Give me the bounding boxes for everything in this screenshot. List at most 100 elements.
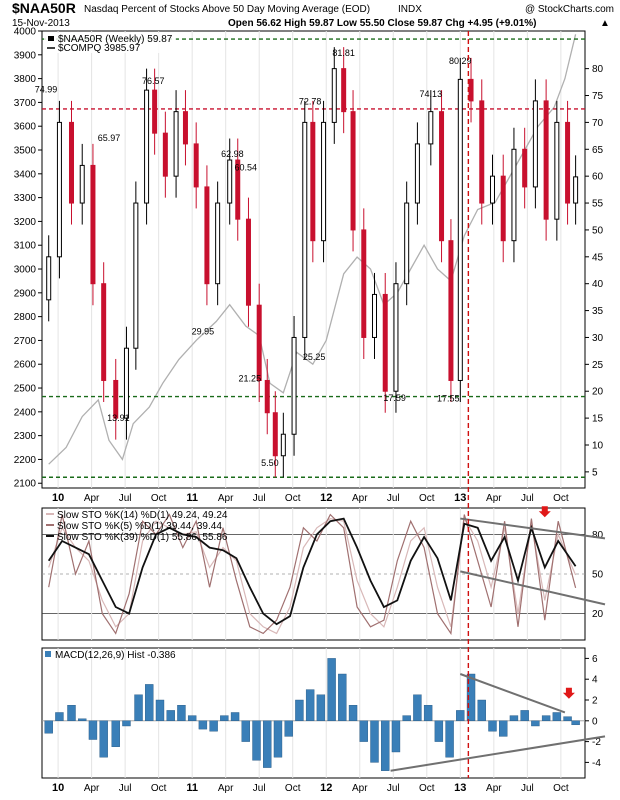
- macd-bar: [509, 715, 519, 721]
- price-panel-frame: [41, 30, 586, 489]
- macd-bar: [122, 720, 131, 727]
- value-annotation: 62.98: [221, 149, 244, 159]
- candle-body: [245, 218, 251, 306]
- candle-body: [193, 143, 199, 188]
- value-annotation: 72.78: [299, 96, 322, 106]
- macd-bar: [187, 715, 197, 721]
- x-axis-label: Apr: [84, 493, 100, 504]
- left-axis-label: 3500: [14, 146, 37, 157]
- left-axis-label: 2400: [14, 407, 37, 418]
- price-panel: 5 10 15 20 25 30 35 40 45 50 55 60 65 70 75 80 2100 2200 2…: [14, 27, 604, 490]
- stochastic-axis-label: 50: [592, 570, 604, 581]
- macd-bar: [423, 705, 433, 722]
- left-axis-label: 3700: [14, 98, 37, 109]
- x-axis-label: Oct: [285, 493, 301, 504]
- macd-axis-label: 6: [592, 654, 598, 665]
- x-axis-label: Apr: [486, 493, 502, 504]
- legend-entry-compq: $COMPQ 3985.97: [58, 43, 141, 54]
- macd-bar: [552, 712, 562, 721]
- macd-bar: [155, 699, 165, 721]
- candle-body: [133, 202, 139, 349]
- macd-bar: [111, 720, 120, 747]
- candle-body: [90, 164, 96, 285]
- right-axis-label: 15: [592, 414, 604, 425]
- left-axis-label: 2900: [14, 288, 37, 299]
- left-axis-label: 3600: [14, 122, 37, 133]
- left-axis-label: 3900: [14, 50, 37, 61]
- macd-bar: [230, 712, 240, 721]
- candle-body: [489, 175, 495, 204]
- macd-panel-frame: [41, 647, 586, 779]
- x-axis-label: Oct: [419, 493, 435, 504]
- x-axis-label: Jul: [521, 783, 534, 794]
- macd-bar: [348, 705, 358, 722]
- macd-axis-label: 2: [592, 696, 598, 707]
- macd-bar: [488, 720, 497, 732]
- candle-body: [532, 100, 538, 188]
- x-axis-label: Apr: [352, 493, 368, 504]
- macd-axis-label: 4: [592, 675, 598, 686]
- macd-bar: [305, 689, 315, 721]
- x-axis-label: Jul: [521, 493, 534, 504]
- macd-bar: [571, 720, 580, 726]
- candle-body: [113, 379, 119, 419]
- x-axis-label: Oct: [553, 493, 569, 504]
- x-axis-label: Jul: [387, 493, 400, 504]
- macd-bar: [381, 720, 390, 771]
- down-arrow-icon: [562, 687, 575, 699]
- macd-bar: [391, 720, 401, 753]
- macd-bar: [284, 720, 293, 737]
- macd-bar: [445, 720, 454, 758]
- symbol-title: $NAA50R: [12, 0, 76, 16]
- value-annotation: 81.81: [332, 48, 355, 58]
- value-annotation: 29.95: [192, 327, 215, 337]
- candle-body: [522, 148, 528, 188]
- macd-bar: [370, 720, 379, 763]
- right-axis-label: 45: [592, 252, 604, 263]
- candle-body: [565, 121, 571, 204]
- candle-body: [361, 229, 367, 338]
- x-axis-label: Apr: [218, 783, 234, 794]
- candle-body: [101, 283, 107, 381]
- value-annotation: 21.25: [239, 374, 262, 384]
- macd-bar: [499, 720, 508, 737]
- macd-bar: [531, 720, 540, 727]
- value-annotation: 17.55: [437, 393, 460, 403]
- candle-body: [182, 111, 188, 145]
- candle-body: [215, 202, 221, 285]
- candle-body: [173, 111, 179, 177]
- candle-body: [479, 100, 485, 204]
- candle-body: [46, 256, 52, 301]
- x-axis-label: 13: [454, 492, 466, 504]
- macd-bar: [177, 705, 186, 722]
- macd-bar: [263, 720, 272, 768]
- macd-bar: [99, 720, 108, 758]
- x-axis-label: Apr: [218, 493, 234, 504]
- x-axis-label: 11: [186, 782, 198, 794]
- value-annotation: 65.97: [98, 133, 121, 143]
- macd-bar: [563, 716, 572, 722]
- value-annotation: 80.29: [449, 56, 472, 66]
- macd-bar: [466, 673, 476, 721]
- left-axis-label: 2500: [14, 384, 37, 395]
- left-axis-label: 3400: [14, 169, 37, 180]
- macd-axis-label: 0: [592, 716, 598, 727]
- stochastic-trendline-lower: [460, 570, 606, 606]
- macd-bar: [456, 710, 465, 722]
- legend-entry-naa50r: $NAA50R (Weekly) 59.87: [58, 34, 173, 45]
- right-axis-label: 75: [592, 91, 604, 102]
- value-annotation: 74.13: [420, 89, 443, 99]
- candle-body: [68, 121, 74, 204]
- candle-body: [543, 100, 549, 220]
- x-axis-label: Jul: [387, 783, 400, 794]
- right-axis-label: 25: [592, 360, 604, 371]
- candle-body: [144, 89, 150, 204]
- candle-body: [235, 159, 241, 220]
- stochastic-series-line: [48, 516, 577, 635]
- x-axis-label: Jul: [253, 783, 266, 794]
- left-axis-label: 2800: [14, 312, 37, 323]
- macd-legend-icon: [45, 651, 51, 657]
- candle-body: [382, 293, 388, 392]
- candle-body: [448, 240, 454, 381]
